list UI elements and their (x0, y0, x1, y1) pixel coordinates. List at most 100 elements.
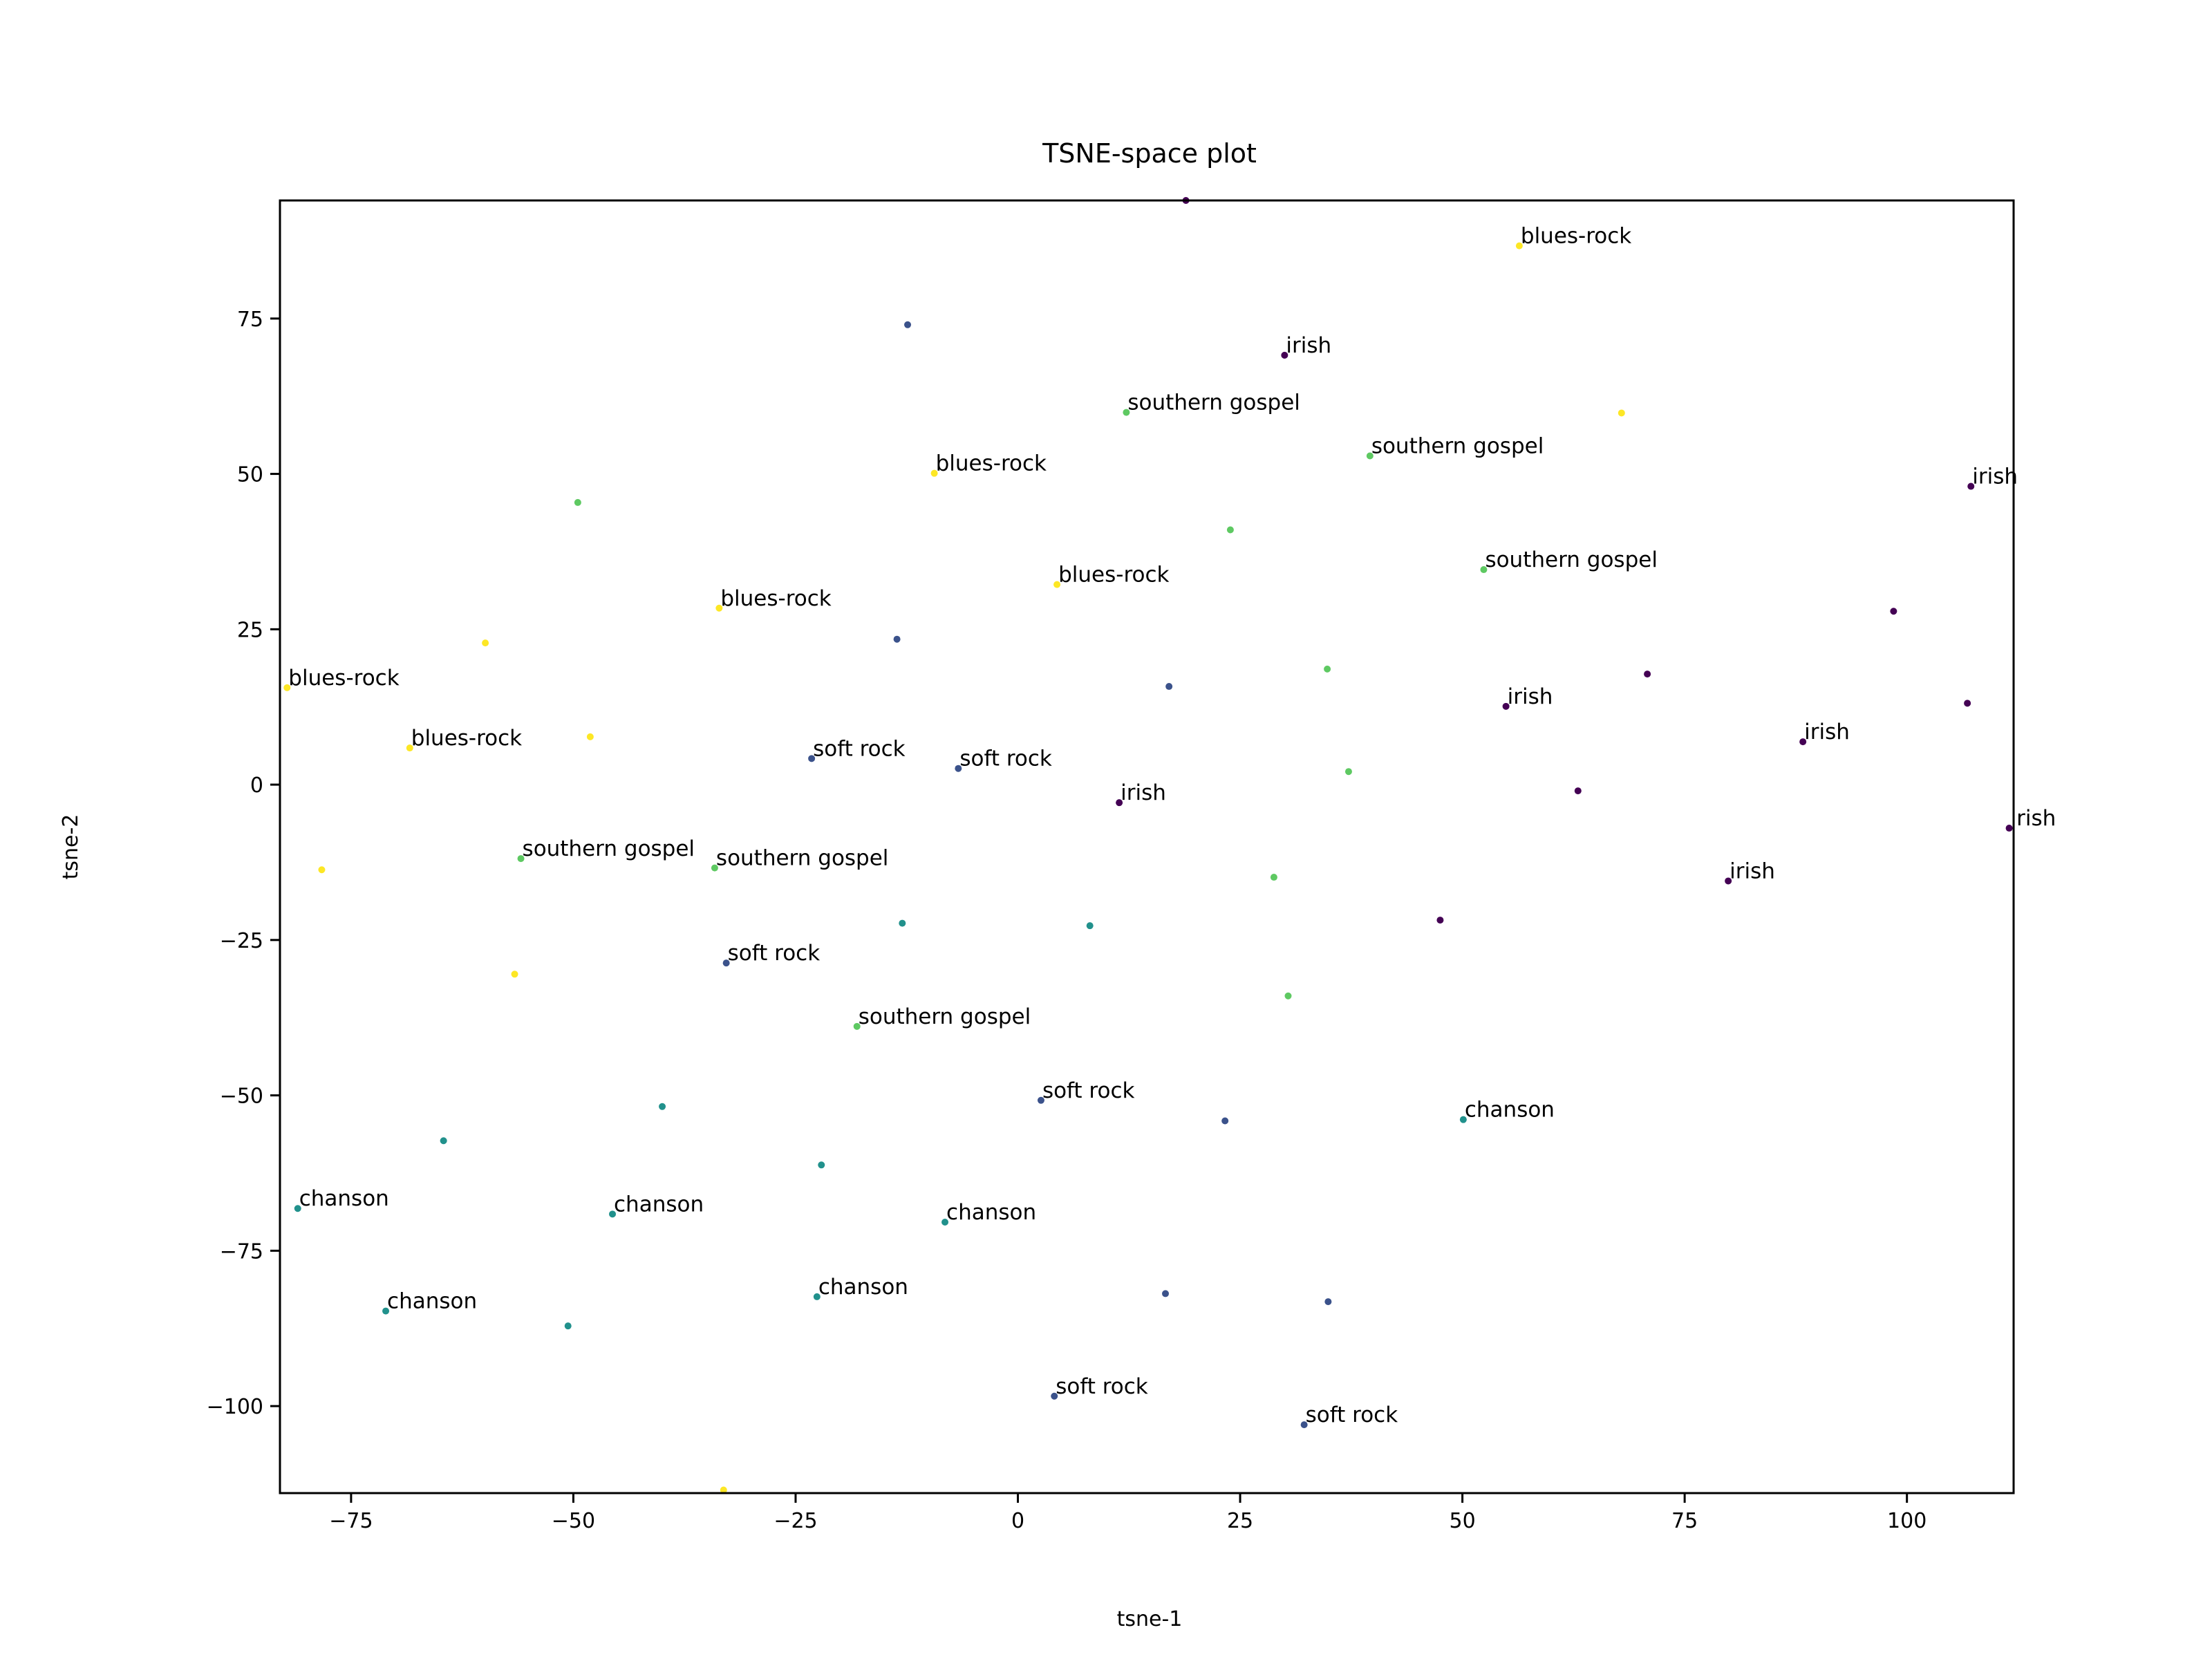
scatter-point (1270, 874, 1277, 881)
scatter-point (574, 498, 581, 506)
scatter-point (1644, 671, 1651, 678)
point-label: chanson (818, 1275, 908, 1300)
y-tick-label: 50 (237, 463, 263, 487)
point-label: irish (1286, 333, 1331, 358)
scatter-point (1964, 700, 1971, 707)
scatter-point (1116, 799, 1123, 807)
y-tick-label: −100 (207, 1395, 263, 1419)
scatter-point (318, 866, 326, 874)
scatter-point (711, 864, 718, 872)
y-axis-ticks: −100 −75 −50 −25 0 25 50 75 (207, 308, 280, 1419)
scatter-point (1366, 452, 1374, 460)
x-tick-label: −50 (552, 1509, 595, 1533)
x-axis-label: tsne-1 (1117, 1607, 1183, 1631)
point-label: blues-rock (1058, 563, 1169, 588)
scatter-point (1890, 608, 1897, 615)
point-label: soft rock (1306, 1403, 1398, 1427)
point-label: blues-rock (1521, 224, 1631, 249)
scatter-point (930, 469, 938, 477)
x-tick-label: 0 (1011, 1509, 1024, 1533)
scatter-point (482, 639, 489, 647)
y-tick-label: 75 (237, 308, 263, 332)
scatter-point (1324, 665, 1331, 673)
scatter-point (1051, 1392, 1058, 1400)
scatter-point (715, 604, 723, 612)
point-label: irish (1730, 859, 1775, 883)
point-label: soft rock (813, 736, 906, 761)
point-label: chanson (1465, 1098, 1555, 1123)
scatter-point (1618, 409, 1625, 417)
scatter-point (1226, 526, 1234, 534)
x-tick-label: 100 (1887, 1509, 1927, 1533)
scatter-point (1967, 482, 1975, 490)
scatter-point (813, 1293, 821, 1300)
y-tick-label: −50 (220, 1085, 263, 1109)
scatter-point (609, 1210, 617, 1218)
point-label: chanson (946, 1200, 1036, 1225)
scatter-point (294, 1205, 301, 1212)
scatter-point (904, 321, 912, 328)
scatter-point (283, 684, 291, 691)
scatter-point (659, 1103, 666, 1110)
scatter-point (853, 1022, 861, 1030)
point-label: chanson (387, 1289, 477, 1314)
y-tick-label: −75 (220, 1239, 263, 1264)
scatter-point (941, 1219, 949, 1226)
scatter-point (1284, 992, 1292, 1000)
scatter-point (1162, 1290, 1170, 1297)
x-tick-label: 25 (1227, 1509, 1253, 1533)
scatter-point (1281, 351, 1288, 359)
points-layer (283, 197, 2013, 1494)
scatter-point (564, 1322, 572, 1330)
y-tick-label: 0 (250, 774, 263, 798)
point-label: chanson (614, 1192, 704, 1217)
scatter-point (722, 959, 730, 967)
scatter-point (382, 1307, 390, 1315)
plot-frame (279, 199, 2015, 1494)
point-label: blues-rock (288, 666, 399, 691)
point-label: southern gospel (859, 1004, 1031, 1029)
point-label: soft rock (959, 747, 1052, 771)
x-tick-label: −75 (329, 1509, 373, 1533)
point-labels-layer: blues-rock blues-rock blues-rock blues-rock… (288, 224, 2056, 1427)
x-tick-label: 75 (1671, 1509, 1698, 1533)
point-label: soft rock (1056, 1374, 1148, 1399)
scatter-point (1502, 702, 1510, 710)
scatter-point (586, 733, 594, 740)
scatter-point (899, 919, 906, 927)
scatter-point (440, 1137, 447, 1145)
scatter-point (808, 755, 816, 762)
scatter-point (1459, 1116, 1467, 1123)
point-label: irish (2011, 806, 2056, 831)
chart-title: TSNE-space plot (1042, 138, 1257, 169)
scatter-point (1480, 566, 1488, 574)
x-tick-label: −25 (774, 1509, 817, 1533)
point-label: southern gospel (1371, 434, 1544, 459)
scatter-point (1165, 683, 1173, 691)
scatter-point (1574, 787, 1582, 795)
x-axis-ticks: −75 −50 −25 0 25 50 75 100 (329, 1493, 1927, 1533)
point-label: irish (1804, 720, 1850, 744)
point-label: soft rock (728, 941, 821, 966)
point-label: irish (1508, 684, 1553, 709)
scatter-point (893, 635, 901, 643)
scatter-point (1053, 581, 1061, 588)
scatter-point (517, 855, 525, 863)
point-label: soft rock (1042, 1078, 1135, 1103)
scatter-point (1344, 768, 1352, 776)
scatter-point (720, 1486, 727, 1494)
scatter-point (1436, 917, 1444, 924)
point-label: blues-rock (720, 586, 831, 611)
point-label: blues-rock (411, 726, 522, 751)
scatter-point (1221, 1117, 1229, 1125)
point-label: irish (1972, 465, 2018, 489)
scatter-point (1037, 1096, 1044, 1104)
point-label: southern gospel (1485, 547, 1658, 572)
point-label: chanson (299, 1186, 389, 1211)
scatter-point (818, 1161, 825, 1169)
scatter-point (1725, 877, 1732, 885)
scatter-point (1086, 922, 1094, 930)
y-axis-label: tsne-2 (59, 814, 83, 880)
scatter-point (1300, 1421, 1308, 1429)
